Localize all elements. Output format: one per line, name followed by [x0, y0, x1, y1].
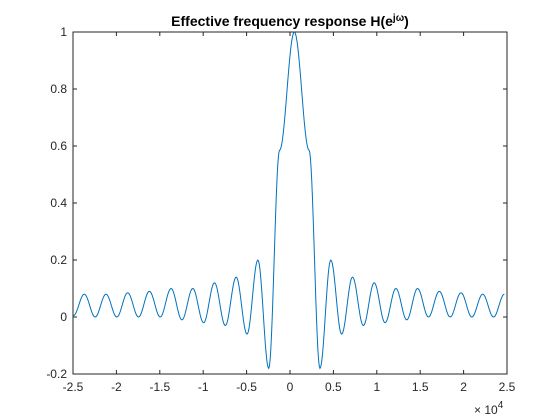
x-tick-label: -1.5 — [149, 380, 170, 394]
y-tick-label: 0.4 — [50, 196, 67, 210]
data-layer — [73, 31, 505, 370]
x-tick-label: 1 — [373, 380, 380, 394]
chart-title-main: Effective frequency response H(e — [171, 13, 393, 29]
x-axis-ticks: -2.5 -2 -1.5 -1 -0.5 0 0.5 1 1.5 2 2.5 — [63, 32, 516, 394]
x-tick-label: -1 — [198, 380, 209, 394]
y-tick-label: 1 — [60, 25, 67, 39]
x-tick-label: 2 — [460, 380, 467, 394]
y-tick-label: 0.8 — [50, 82, 67, 96]
x-tick-label: 0 — [287, 380, 294, 394]
chart-title: Effective frequency response H(ejω) — [171, 13, 409, 29]
x-tick-label: 0.5 — [325, 380, 342, 394]
x-tick-label: -2 — [111, 380, 122, 394]
chart-title-close: ) — [404, 13, 409, 29]
chart-title-superscript: jω — [392, 13, 405, 24]
x-tick-label: 2.5 — [499, 380, 516, 394]
y-tick-label: 0.2 — [50, 253, 67, 267]
x-axis-multiplier-exponent: 4 — [498, 400, 504, 411]
y-axis-ticks: -0.2 0 0.2 0.4 0.6 0.8 1 — [46, 25, 507, 381]
y-tick-label: 0.6 — [50, 139, 67, 153]
x-axis-multiplier: × 104 — [474, 400, 504, 417]
x-axis-multiplier-base: × 10 — [474, 403, 498, 417]
plot-area — [72, 31, 508, 375]
y-tick-label: -0.2 — [46, 367, 67, 381]
y-tick-label: 0 — [60, 310, 67, 324]
x-tick-label: -2.5 — [63, 380, 84, 394]
series-line-0 — [73, 31, 505, 370]
x-tick-label: 1.5 — [412, 380, 429, 394]
x-tick-label: -0.5 — [236, 380, 257, 394]
